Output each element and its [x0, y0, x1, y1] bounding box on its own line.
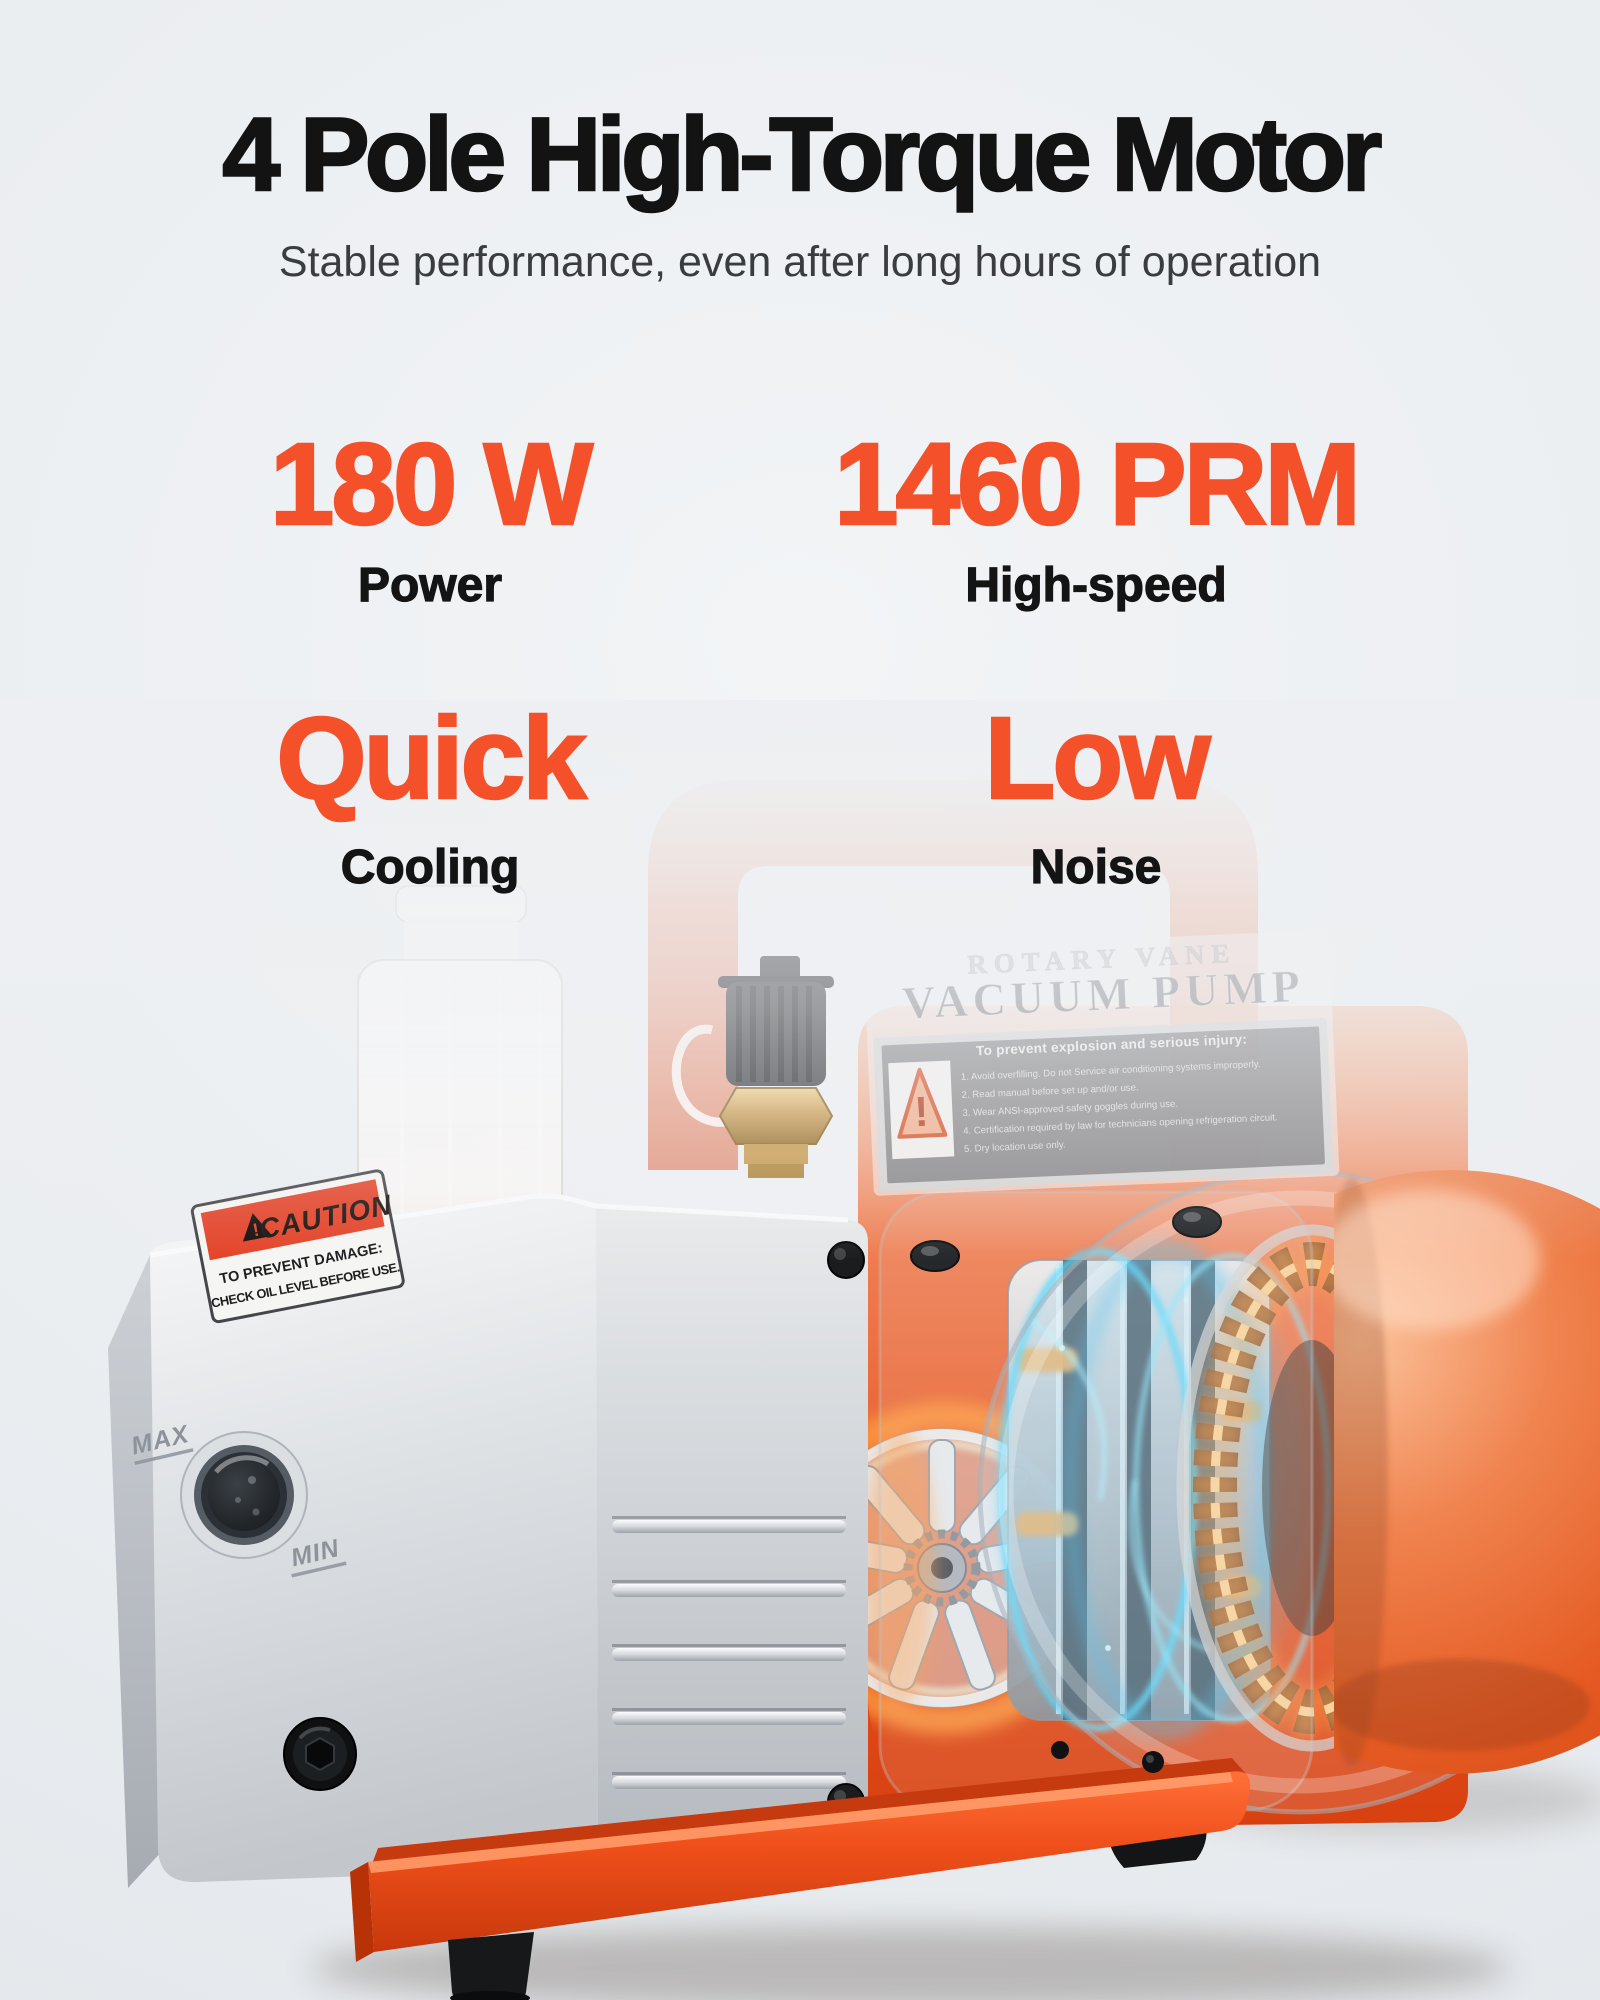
- stat-high-speed-value: 1460 PRM: [833, 419, 1363, 549]
- pump-base: [350, 1741, 1251, 1962]
- base-left-flange: [350, 1862, 374, 1962]
- base-front-face: [368, 1771, 1251, 1952]
- page-title: 4 Pole High-Torque Motor: [221, 96, 1383, 214]
- photo-fade-overlay: [0, 700, 1600, 1260]
- stat-low-noise-value: Low: [983, 693, 1211, 823]
- stat-low-noise-label: Noise: [1030, 840, 1162, 894]
- product-image-vacuum-pump: ROTARY VANE VACUUM PUMP ! To prevent exp…: [0, 700, 1600, 2000]
- pump-housing: ! CAUTION TO PREVENT DAMAGE: CHECK OIL L…: [108, 1169, 868, 1888]
- rubber-foot-front: [448, 1932, 534, 2000]
- stat-quick-cooling: Quick Cooling: [80, 693, 780, 895]
- stat-power-value: 180 W: [269, 419, 595, 549]
- stat-power: 180 W Power: [80, 419, 780, 613]
- base-screw: [1142, 1751, 1164, 1773]
- housing-left-face: [108, 1255, 163, 1888]
- stat-quick-cooling-label: Cooling: [340, 840, 520, 894]
- stat-high-speed: 1460 PRM High-speed: [746, 419, 1446, 613]
- stat-quick-cooling-value: Quick: [275, 693, 588, 823]
- base-screw: [1051, 1741, 1069, 1759]
- oil-drain-plug: [283, 1717, 357, 1791]
- stat-high-speed-label: High-speed: [965, 558, 1228, 612]
- stat-power-label: Power: [357, 558, 503, 612]
- housing-fin-face: [596, 1206, 868, 1868]
- housing-front-face: [149, 1195, 598, 1883]
- stat-low-noise: Low Noise: [746, 693, 1446, 895]
- oil-sight-glass: [180, 1431, 308, 1559]
- max-marking: MAX: [129, 1420, 194, 1465]
- page-subtitle: Stable performance, even after long hour…: [278, 238, 1322, 286]
- min-marking: MIN: [288, 1534, 347, 1578]
